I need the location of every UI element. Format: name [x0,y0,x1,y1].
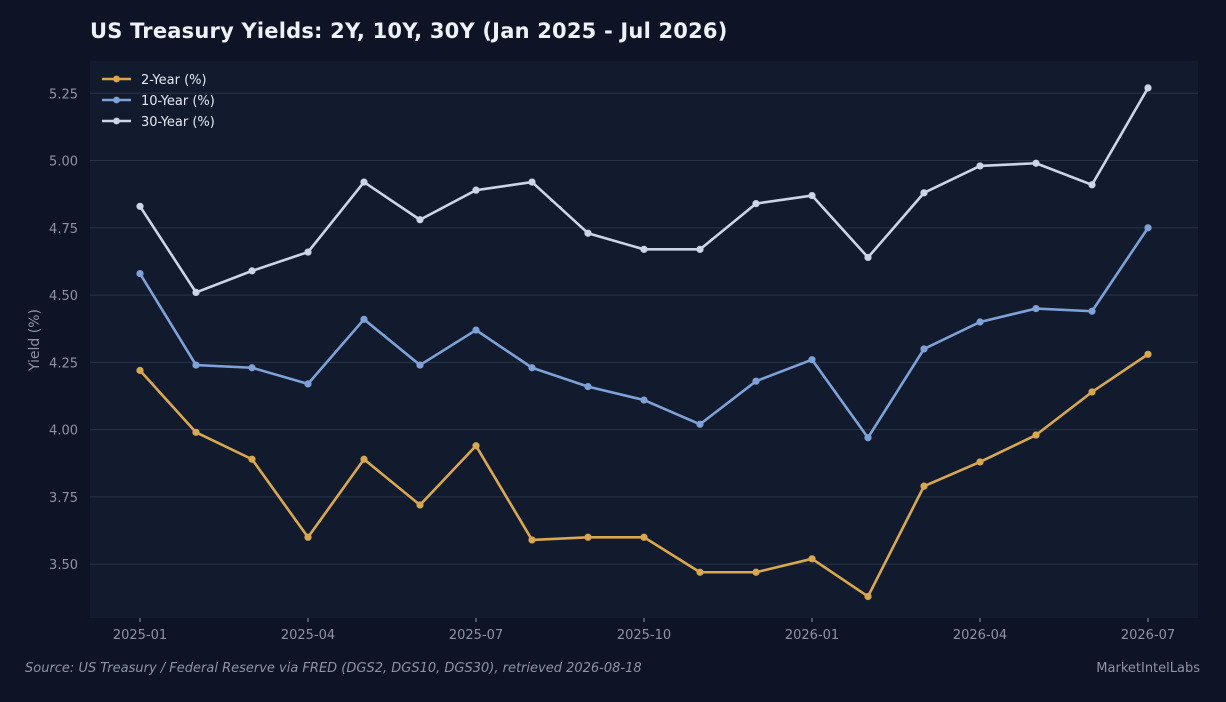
data-point [192,288,200,297]
brand-label: MarketIntelLabs [1096,661,1200,676]
data-point [1032,431,1040,439]
y-tick-label: 5.00 [49,155,78,170]
x-tick-label: 2025-10 [617,628,671,643]
data-point [696,245,704,253]
data-point [248,455,256,463]
series-line-2 [138,86,1150,294]
data-point [920,189,928,197]
data-point [472,186,480,194]
y-tick-label: 3.75 [49,491,78,506]
data-point [416,216,424,224]
data-point [528,178,536,186]
data-point [976,318,984,326]
data-point [584,533,592,541]
data-point [1144,350,1152,358]
data-point [1088,388,1096,396]
data-point [136,202,144,210]
x-tick-label: 2026-01 [785,628,839,643]
data-point [864,434,872,442]
data-point [808,555,816,563]
data-point [304,380,312,388]
data-point [528,536,536,544]
data-point [1088,307,1096,315]
y-tick-label: 5.25 [49,87,78,102]
data-point [360,178,368,186]
data-point [752,200,760,208]
source-note: Source: US Treasury / Federal Reserve vi… [25,661,642,676]
y-tick-label: 4.00 [49,424,78,439]
data-point [1032,159,1040,167]
data-point [248,364,256,372]
data-point [808,191,816,200]
y-tick-label: 4.75 [49,222,78,237]
data-point [976,162,984,170]
data-point [416,501,424,509]
data-point [920,345,928,353]
data-point [360,315,368,323]
data-point [920,482,928,490]
data-point [864,592,872,601]
data-point [808,356,816,364]
data-point [640,396,648,404]
legend-label: 2-Year (%) [141,73,207,88]
data-point [416,361,424,369]
legend-label: 30-Year (%) [141,115,215,130]
data-point [1088,181,1096,189]
x-tick-label: 2026-07 [1121,628,1175,643]
data-point [864,253,872,262]
data-point [1144,224,1152,232]
data-point [640,245,648,253]
y-axis-label: Yield (%) [27,308,43,372]
data-point [752,568,760,576]
data-point [1144,84,1152,92]
legend-marker [113,75,120,83]
data-point [696,568,704,576]
data-point [584,382,592,391]
data-point [584,229,592,237]
data-point [696,420,704,428]
data-point [304,533,312,541]
x-tick-label: 2025-04 [281,628,335,643]
data-point [752,377,760,385]
data-point [304,248,312,256]
x-tick-label: 2025-01 [113,628,167,643]
data-point [192,361,200,369]
y-tick-label: 3.50 [49,558,78,573]
data-point [1032,304,1040,313]
x-tick-label: 2026-04 [953,628,1007,643]
data-point [136,269,144,278]
y-tick-label: 4.25 [49,356,78,371]
data-point [472,442,480,450]
data-point [528,364,536,372]
data-point [472,326,480,334]
legend-marker [113,96,120,104]
data-point [248,267,256,275]
data-point [976,458,984,466]
data-point [360,455,368,463]
plot-area [90,61,1198,618]
x-tick-label: 2025-07 [449,628,503,643]
y-tick-label: 4.50 [49,289,78,304]
legend-label: 10-Year (%) [141,94,215,109]
data-point [192,428,200,436]
chart-title: US Treasury Yields: 2Y, 10Y, 30Y (Jan 20… [90,19,728,43]
series-line-1 [138,226,1150,440]
data-point [136,366,144,375]
series-line-0 [138,352,1150,598]
data-point [640,533,648,541]
legend-marker [113,117,120,125]
